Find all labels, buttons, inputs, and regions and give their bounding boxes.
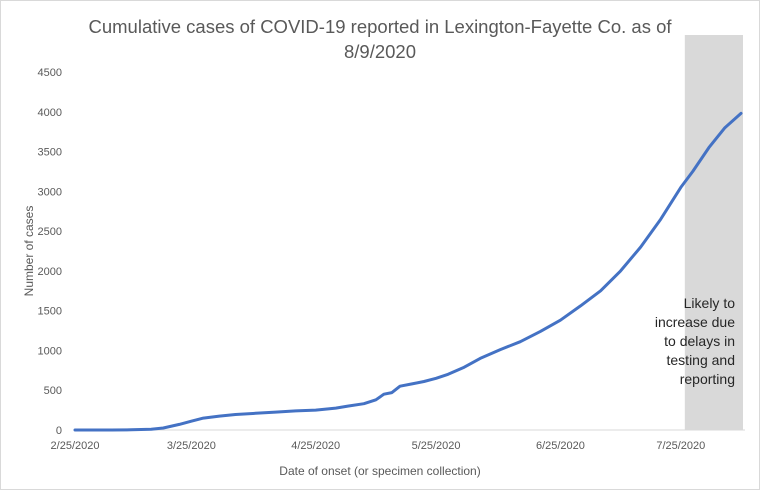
- annotation-line: reporting: [680, 371, 735, 387]
- y-tick-label: 2000: [38, 266, 62, 278]
- chart-title-line-2: 8/9/2020: [343, 41, 416, 62]
- x-tick-label: 4/25/2020: [291, 440, 340, 452]
- x-tick-label: 7/25/2020: [656, 440, 705, 452]
- x-tick-label: 3/25/2020: [167, 440, 216, 452]
- y-tick-label: 1000: [38, 345, 62, 357]
- annotation-line: testing and: [667, 352, 736, 368]
- y-tick-label: 0: [56, 425, 62, 437]
- annotation-line: increase due: [655, 314, 735, 330]
- x-tick-label: 6/25/2020: [536, 440, 585, 452]
- annotation-line: to delays in: [664, 333, 735, 349]
- x-tick-label: 5/25/2020: [412, 440, 461, 452]
- series-line: [73, 111, 743, 432]
- y-tick-label: 500: [44, 385, 62, 397]
- y-tick-label: 4000: [38, 107, 62, 119]
- y-tick-label: 3500: [38, 147, 62, 159]
- y-tick-label: 3000: [38, 186, 62, 198]
- x-tick-label: 2/25/2020: [51, 440, 100, 452]
- annotation-line: Likely to: [684, 295, 736, 311]
- shaded-region: [684, 35, 743, 430]
- chart-title-line-1: Cumulative cases of COVID-19 reported in…: [88, 16, 672, 37]
- x-axis-title: Date of onset (or specimen collection): [279, 464, 481, 478]
- y-tick-label: 1500: [38, 306, 62, 318]
- chart-title: Cumulative cases of COVID-19 reported in…: [80, 14, 680, 64]
- y-tick-label: 2500: [38, 226, 62, 238]
- y-tick-label: 4500: [38, 67, 62, 79]
